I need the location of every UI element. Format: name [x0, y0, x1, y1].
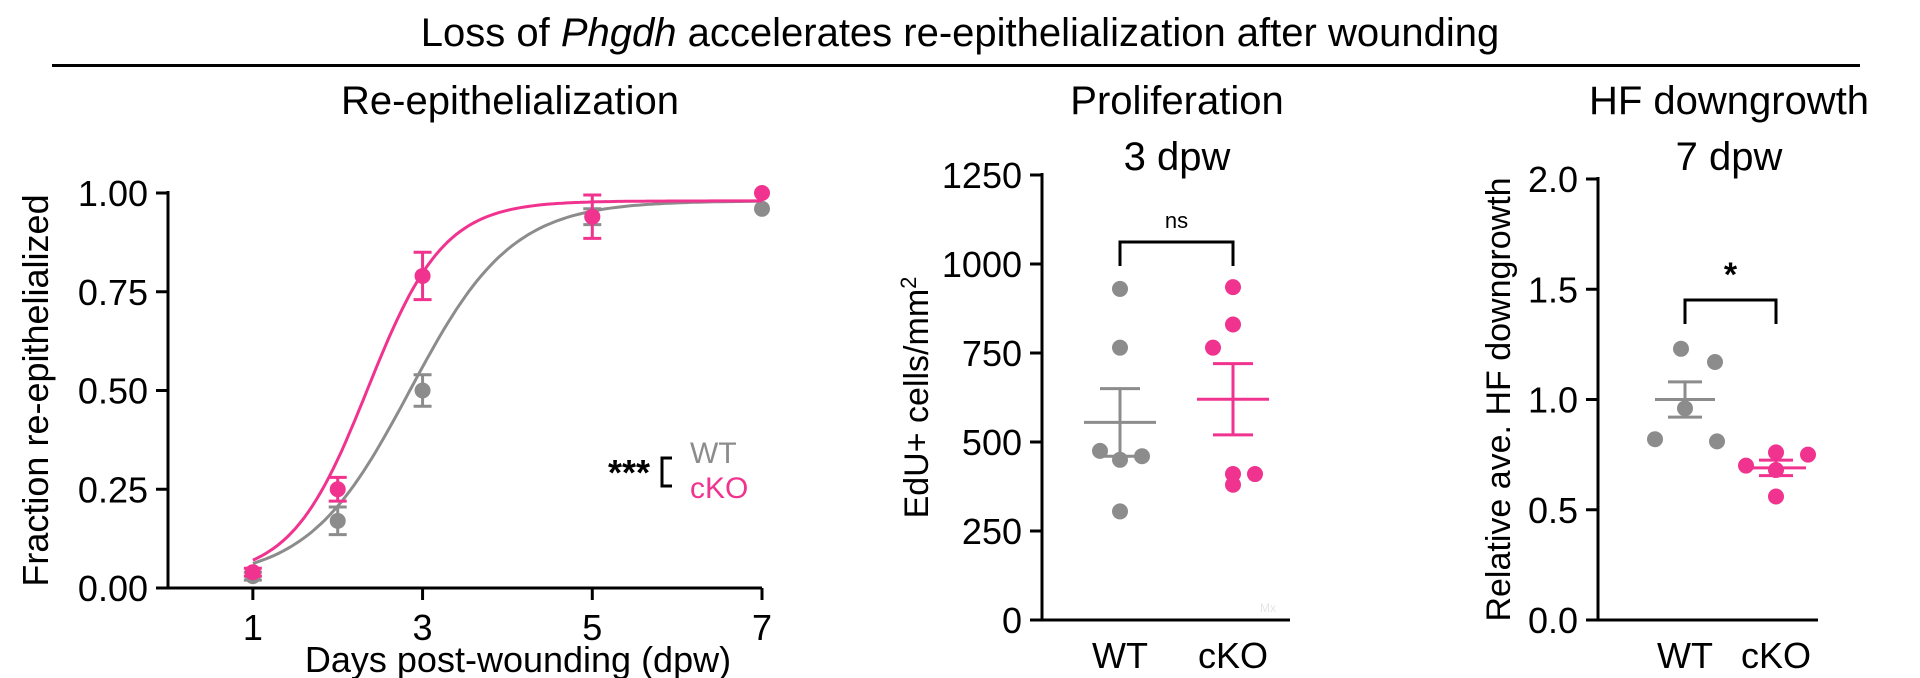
prolif-y-tick-label: 500 [962, 422, 1022, 463]
hf-point-cKO [1738, 457, 1754, 474]
reepi-legend-wt: WT [690, 437, 737, 470]
reepi-point-cKO [329, 481, 346, 498]
reepi-point-WT [414, 382, 431, 399]
prolif-point-cKO [1247, 466, 1263, 483]
reepi-point-cKO [414, 267, 431, 284]
hf-point-cKO [1768, 488, 1784, 505]
prolif-y-tick-label: 750 [962, 333, 1022, 374]
hf-point-cKO [1800, 446, 1816, 463]
prolif-x-tick-label: WT [1092, 635, 1148, 676]
hf-y-tick-label: 1.5 [1528, 269, 1578, 310]
prolif-y-tick-label: 1000 [942, 244, 1022, 285]
prolif-point-cKO [1225, 279, 1241, 296]
figure-title-gene: Phgdh [560, 11, 677, 55]
prolif-y-tick-label: 0 [1002, 600, 1022, 641]
reepi-chart: Re-epithelialization 0.00 0.25 0.50 0.75 1.00… [15, 79, 772, 678]
prolif-y-tick-label: 250 [962, 511, 1022, 552]
reepi-fit-cKO [252, 199, 762, 562]
prolif-point-WT [1112, 339, 1128, 356]
hf-point-WT [1709, 433, 1725, 450]
title-rule [52, 64, 1860, 67]
reepi-y-tick-label: 1.00 [78, 173, 148, 214]
hf-y-tick-label: 0.0 [1528, 600, 1578, 641]
hf-significance-label: * [1724, 256, 1738, 294]
prolif-point-cKO [1225, 316, 1241, 333]
prolif-significance-label: ns [1165, 208, 1188, 233]
reepi-point-cKO [754, 185, 770, 201]
hf-title-line: 7 dpw [1676, 135, 1783, 179]
reepi-x-tick-label: 1 [243, 607, 263, 648]
reepi-fit-WT [252, 199, 762, 565]
reepi-y-tick-label: 0.00 [78, 568, 148, 609]
hf-y-tick-label: 1.0 [1528, 380, 1578, 421]
prolif-title-line: Proliferation [1070, 79, 1283, 123]
prolif-y-label: EdU+ cells/mm2 [896, 277, 937, 519]
reepi-x-tick-label: 7 [752, 607, 772, 648]
figure-title: Loss of Phgdh accelerates re-epitheliali… [0, 8, 1920, 58]
hf-chart: HF downgrowth 7 dpw 0.0 0.5 1.0 1.5 2.0 Relativ… [1480, 79, 1869, 676]
reepi-legend-cko: cKO [690, 472, 748, 505]
prolif-y-label-superscript: 2 [896, 277, 921, 289]
hf-y-tick-label: 2.0 [1528, 159, 1578, 200]
prolif-point-WT [1112, 503, 1128, 520]
prolif-point-WT [1112, 280, 1128, 297]
prolif-x-tick-label: cKO [1198, 635, 1268, 676]
reepi-title: Re-epithelialization [341, 79, 679, 123]
prolif-point-cKO [1205, 339, 1221, 356]
prolif-point-cKO [1225, 476, 1241, 493]
prolif-significance-bracket [1118, 240, 1235, 266]
hf-point-WT [1673, 340, 1689, 357]
hf-x-tick-label: WT [1657, 635, 1713, 676]
reepi-point-cKO [584, 208, 601, 225]
prolif-point-WT [1134, 448, 1150, 465]
hf-significance-bracket [1683, 298, 1778, 324]
hf-point-WT [1647, 431, 1663, 448]
reepi-y-tick-label: 0.50 [78, 371, 148, 412]
hf-y-tick-label: 0.5 [1528, 490, 1578, 531]
figure-title-prefix: Loss of [420, 11, 561, 55]
reepi-y-tick-label: 0.25 [78, 469, 148, 510]
prolif-chart: Proliferation 3 dpw 0 250 500 750 1000 1250 EdU+… [896, 79, 1290, 676]
hf-y-label: Relative ave. HF downgrowth [1480, 177, 1518, 621]
reepi-point-cKO [244, 564, 261, 581]
reepi-x-tick-label: 5 [582, 607, 602, 648]
prolif-title-line: 3 dpw [1124, 135, 1231, 179]
reepi-point-WT [329, 512, 346, 529]
hf-x-tick-label: cKO [1741, 635, 1811, 676]
hf-point-WT [1707, 354, 1723, 371]
reepi-x-label: Days post-wounding (dpw) [305, 639, 731, 678]
hf-title-line: HF downgrowth [1589, 79, 1869, 123]
reepi-y-tick-label: 0.75 [78, 272, 148, 313]
reepi-legend-bracket [660, 456, 672, 488]
figure-title-suffix: accelerates re-epithelialization after w… [676, 11, 1500, 55]
hf-point-cKO [1768, 444, 1784, 461]
prolif-watermark: Mx [1260, 601, 1276, 615]
prolif-y-tick-label: 1250 [942, 155, 1022, 196]
reepi-x-tick-label: 3 [413, 607, 433, 648]
reepi-legend-significance: *** [608, 452, 650, 493]
reepi-y-label: Fraction re-epithelialized [15, 194, 56, 586]
reepi-point-WT [754, 200, 770, 217]
